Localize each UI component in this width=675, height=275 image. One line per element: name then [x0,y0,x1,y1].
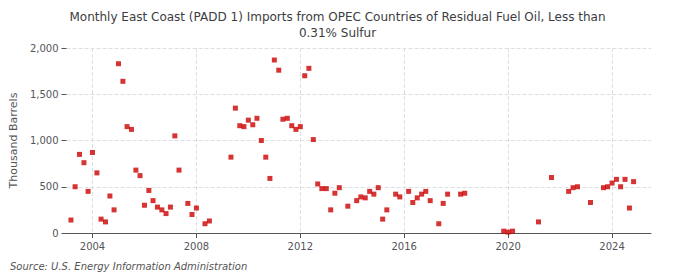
svg-text:1,000: 1,000 [30,135,59,146]
svg-text:Monthly East Coast (PADD 1) Im: Monthly East Coast (PADD 1) Imports from… [69,10,605,24]
svg-text:2020: 2020 [495,241,520,252]
svg-text:2024: 2024 [599,241,624,252]
svg-text:2004: 2004 [80,241,105,252]
svg-text:0: 0 [52,228,58,239]
svg-text:2,000: 2,000 [30,43,59,54]
svg-text:2008: 2008 [184,241,209,252]
svg-text:2016: 2016 [391,241,416,252]
svg-text:2012: 2012 [288,241,313,252]
svg-text:500: 500 [39,181,58,192]
svg-text:1,500: 1,500 [30,89,59,100]
svg-text:0.31% Sulfur: 0.31% Sulfur [299,26,376,40]
svg-text:Thousand Barrels: Thousand Barrels [7,92,20,189]
svg-text:Source: U.S. Energy Informatio: Source: U.S. Energy Information Administ… [10,261,247,272]
